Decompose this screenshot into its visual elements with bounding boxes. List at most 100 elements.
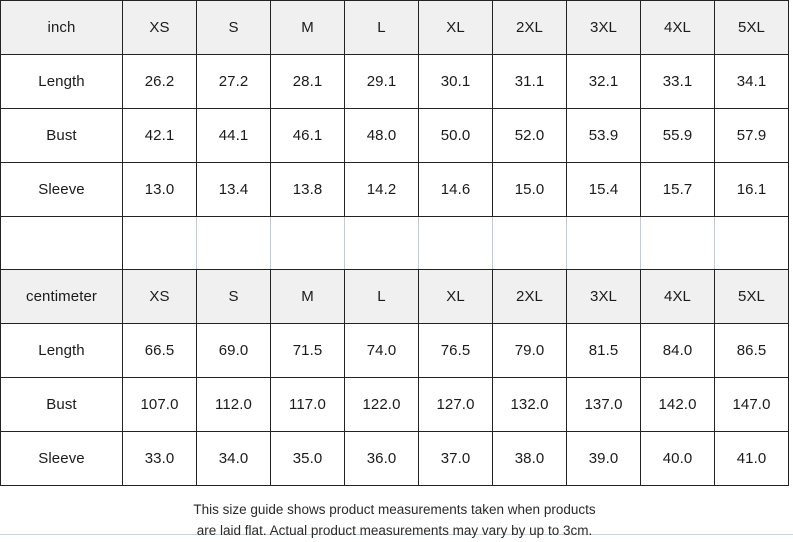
inch-row-label-sleeve: Sleeve [0,162,123,217]
inch-bust-xs: 42.1 [122,108,197,163]
inch-sleeve-2xl: 15.0 [492,162,567,217]
inch-length-m: 28.1 [270,54,345,109]
cm-length-4xl: 84.0 [640,323,715,378]
cm-size-header-3xl: 3XL [566,269,641,324]
inch-size-header-m: M [270,0,345,55]
inch-size-header-xs: XS [122,0,197,55]
table-row: Sleeve 13.0 13.4 13.8 14.2 14.6 15.0 15.… [0,162,789,217]
inch-bust-3xl: 53.9 [566,108,641,163]
inch-bust-5xl: 57.9 [714,108,789,163]
centimeter-table-header-row: centimeter XS S M L XL 2XL 3XL 4XL 5XL [0,269,789,324]
inch-size-header-l: L [344,0,419,55]
cm-size-header-xl: XL [418,269,493,324]
cm-bust-l: 122.0 [344,377,419,432]
inch-sleeve-s: 13.4 [196,162,271,217]
cm-size-header-5xl: 5XL [714,269,789,324]
cm-row-label-sleeve: Sleeve [0,431,123,486]
cm-size-header-l: L [344,269,419,324]
inch-bust-s: 44.1 [196,108,271,163]
inch-size-header-s: S [196,0,271,55]
size-chart-table: inch XS S M L XL 2XL 3XL 4XL 5XL Length … [0,0,789,486]
cm-sleeve-m: 35.0 [270,431,345,486]
separator-cell [270,216,345,270]
inch-sleeve-l: 14.2 [344,162,419,217]
inch-length-s: 27.2 [196,54,271,109]
inch-size-header-2xl: 2XL [492,0,567,55]
inch-length-3xl: 32.1 [566,54,641,109]
inch-sleeve-xs: 13.0 [122,162,197,217]
cm-bust-3xl: 137.0 [566,377,641,432]
separator-cell [196,216,271,270]
inch-bust-xl: 50.0 [418,108,493,163]
inch-row-label-bust: Bust [0,108,123,163]
inch-size-header-4xl: 4XL [640,0,715,55]
cm-row-label-bust: Bust [0,377,123,432]
cm-size-header-2xl: 2XL [492,269,567,324]
separator-cell [418,216,493,270]
inch-length-2xl: 31.1 [492,54,567,109]
cm-size-header-4xl: 4XL [640,269,715,324]
cm-sleeve-4xl: 40.0 [640,431,715,486]
cm-length-2xl: 79.0 [492,323,567,378]
cm-sleeve-s: 34.0 [196,431,271,486]
inch-bust-2xl: 52.0 [492,108,567,163]
inch-length-xs: 26.2 [122,54,197,109]
inch-length-l: 29.1 [344,54,419,109]
inch-size-header-xl: XL [418,0,493,55]
separator-cell [0,216,123,270]
separator-cell [640,216,715,270]
table-row: Length 66.5 69.0 71.5 74.0 76.5 79.0 81.… [0,323,789,378]
cm-length-l: 74.0 [344,323,419,378]
inch-bust-l: 48.0 [344,108,419,163]
cm-sleeve-3xl: 39.0 [566,431,641,486]
inch-sleeve-4xl: 15.7 [640,162,715,217]
table-row: Length 26.2 27.2 28.1 29.1 30.1 31.1 32.… [0,54,789,109]
separator-cell [566,216,641,270]
cm-length-5xl: 86.5 [714,323,789,378]
table-row: Bust 42.1 44.1 46.1 48.0 50.0 52.0 53.9 … [0,108,789,163]
separator-cell [492,216,567,270]
cm-bust-m: 117.0 [270,377,345,432]
footnote-line-2: are laid flat. Actual product measuremen… [196,522,593,538]
cm-length-xl: 76.5 [418,323,493,378]
cm-bust-2xl: 132.0 [492,377,567,432]
cm-bust-xs: 107.0 [122,377,197,432]
cm-bust-xl: 127.0 [418,377,493,432]
inch-size-header-3xl: 3XL [566,0,641,55]
separator-cell [122,216,197,270]
table-row: Sleeve 33.0 34.0 35.0 36.0 37.0 38.0 39.… [0,431,789,486]
inch-sleeve-xl: 14.6 [418,162,493,217]
inch-row-label-length: Length [0,54,123,109]
cm-sleeve-xs: 33.0 [122,431,197,486]
cm-length-3xl: 81.5 [566,323,641,378]
size-guide-footnote: This size guide shows product measuremen… [0,486,789,542]
inch-length-xl: 30.1 [418,54,493,109]
table-separator-row [0,216,789,270]
inch-unit-label: inch [0,0,123,55]
cm-sleeve-2xl: 38.0 [492,431,567,486]
inch-size-header-5xl: 5XL [714,0,789,55]
cm-row-label-length: Length [0,323,123,378]
inch-bust-4xl: 55.9 [640,108,715,163]
cm-sleeve-5xl: 41.0 [714,431,789,486]
inch-bust-m: 46.1 [270,108,345,163]
cm-size-header-m: M [270,269,345,324]
cm-bust-4xl: 142.0 [640,377,715,432]
separator-cell [344,216,419,270]
cm-bust-s: 112.0 [196,377,271,432]
inch-sleeve-3xl: 15.4 [566,162,641,217]
centimeter-unit-label: centimeter [0,269,123,324]
cm-size-header-s: S [196,269,271,324]
separator-cell [714,216,789,270]
cm-size-header-xs: XS [122,269,197,324]
cm-length-s: 69.0 [196,323,271,378]
cm-sleeve-xl: 37.0 [418,431,493,486]
inch-sleeve-5xl: 16.1 [714,162,789,217]
footnote-line-1: This size guide shows product measuremen… [193,502,596,517]
inch-sleeve-m: 13.8 [270,162,345,217]
inch-length-4xl: 33.1 [640,54,715,109]
cm-bust-5xl: 147.0 [714,377,789,432]
cm-length-xs: 66.5 [122,323,197,378]
table-row: Bust 107.0 112.0 117.0 122.0 127.0 132.0… [0,377,789,432]
